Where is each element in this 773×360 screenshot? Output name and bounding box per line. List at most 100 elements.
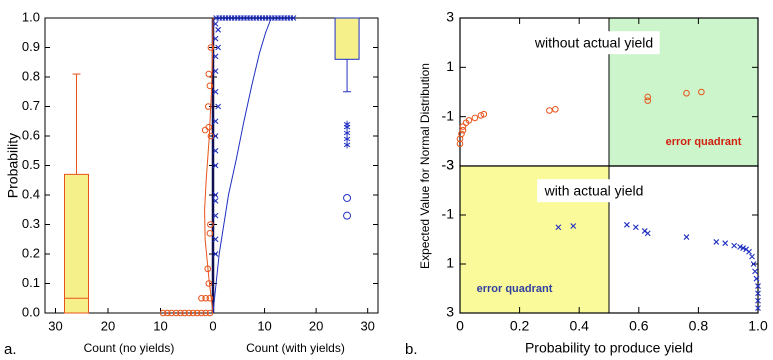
point: [206, 230, 214, 237]
point: [749, 253, 755, 260]
annotation: with actual yield: [544, 183, 644, 199]
y-tick-label: 0.8: [22, 68, 40, 83]
y-tick-label: -3: [442, 157, 455, 173]
point: [212, 162, 219, 169]
y-tick-label: 0.5: [22, 157, 40, 172]
x-tick-label: 10: [153, 318, 167, 333]
point: [755, 297, 761, 304]
y-tick-label: 0.6: [22, 127, 40, 142]
y-tick-label: 1.0: [22, 9, 40, 24]
y-axis-label: Expected Value for Normal Distribution: [418, 63, 432, 269]
y-tick-label: 0.1: [22, 275, 40, 290]
point: [215, 44, 222, 51]
x-tick-label: 30: [48, 318, 62, 333]
y-tick-label: 1: [446, 58, 454, 74]
far-outlier: [343, 193, 352, 202]
point: [731, 242, 738, 249]
x-tick-label: 0.6: [629, 318, 649, 334]
point: [698, 88, 705, 96]
point: [164, 309, 171, 317]
point: [546, 107, 553, 114]
point: [755, 305, 761, 311]
point: [168, 309, 175, 317]
y-tick-label: -1: [442, 107, 455, 123]
y-tick-label: -1: [442, 206, 455, 222]
point: [212, 192, 219, 198]
point: [480, 110, 488, 118]
point: [750, 261, 757, 267]
point: [570, 223, 577, 229]
point: [471, 114, 479, 122]
outlier: [343, 141, 351, 149]
y-tick-label: 3: [446, 9, 454, 25]
point: [212, 53, 219, 60]
y-tick-label: -3: [442, 157, 455, 173]
point: [212, 212, 219, 219]
point: [644, 97, 652, 104]
point: [205, 123, 213, 131]
point: [201, 126, 209, 134]
point: [207, 221, 214, 228]
x-tick-label: 0: [209, 318, 216, 333]
point: [683, 234, 690, 240]
point: [753, 275, 760, 282]
point: [205, 70, 213, 78]
point: [755, 290, 761, 297]
x-tick-label: 1.0: [748, 318, 768, 334]
box: [64, 173, 89, 314]
outlier: [343, 135, 351, 143]
point: [206, 82, 214, 90]
point: [623, 221, 630, 228]
point: [477, 112, 485, 119]
region-label: error quadrant: [477, 283, 553, 295]
point: [212, 118, 219, 125]
point: [172, 309, 180, 317]
y-axis-label: Probability: [5, 133, 21, 198]
y-tick-label: 1: [446, 255, 454, 271]
point: [722, 240, 729, 247]
point: [755, 283, 761, 289]
annotation: without actual yield: [534, 35, 653, 51]
point: [752, 268, 758, 275]
point: [159, 309, 167, 317]
point: [215, 103, 222, 110]
far-outlier: [343, 211, 352, 220]
point: [212, 68, 219, 74]
point: [459, 123, 467, 130]
point: [193, 309, 201, 317]
point: [198, 294, 205, 302]
y-tick-label: 0.0: [22, 304, 40, 319]
x-tick-label: 0.8: [689, 318, 709, 334]
point: [207, 132, 215, 140]
point: [204, 265, 212, 273]
point: [206, 309, 214, 317]
outlier: [343, 129, 351, 137]
point: [552, 105, 559, 113]
point: [632, 224, 639, 231]
point: [212, 21, 219, 27]
x-axis-label: Count (no yields): [84, 341, 175, 355]
point: [737, 243, 744, 250]
point: [202, 294, 209, 302]
point: [459, 126, 467, 134]
annotation-box: [527, 31, 660, 55]
point: [215, 26, 222, 33]
x-tick-label: 20: [309, 318, 323, 333]
point: [555, 224, 562, 231]
y-tick-label: 3: [446, 304, 454, 320]
point: [185, 309, 193, 317]
annotation-box: [537, 179, 650, 203]
point: [212, 88, 219, 95]
y-tick-label: 0.9: [22, 39, 40, 54]
point: [212, 147, 219, 154]
y-tick-label: 0.7: [22, 98, 40, 113]
y-tick-label: 0.4: [22, 186, 40, 201]
point: [644, 230, 651, 237]
y-tick-label: 0.3: [22, 216, 40, 231]
point: [212, 198, 219, 204]
point: [644, 93, 652, 101]
box: [334, 17, 360, 60]
point: [198, 309, 205, 317]
point: [206, 294, 214, 302]
